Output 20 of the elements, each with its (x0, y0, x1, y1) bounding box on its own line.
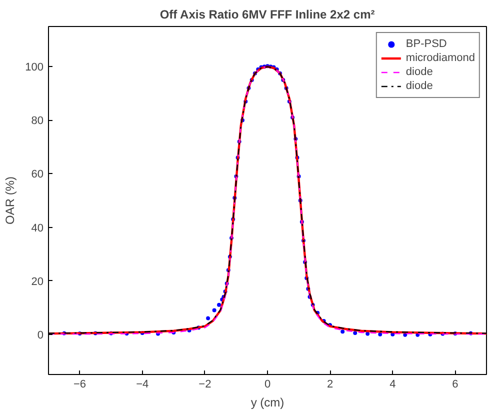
x-tick-label: 2 (327, 378, 334, 390)
legend-label: microdiamond (406, 51, 475, 65)
legend-label: diode (406, 79, 433, 93)
x-tick-label: 6 (452, 378, 458, 390)
legend-label: BP-PSD (406, 37, 447, 51)
x-axis-title: y (cm) (250, 396, 284, 410)
x-tick-label: 4 (390, 378, 396, 390)
legend-label: diode (406, 65, 433, 79)
y-tick-label: 80 (31, 115, 44, 128)
y-axis-title: OAR (%) (3, 176, 18, 224)
y-tick-label: 100 (25, 62, 44, 74)
x-tick-label: −4 (136, 378, 149, 390)
x-tick-label: −2 (198, 378, 212, 390)
x-tick-label: 0 (264, 378, 271, 390)
y-tick-label: 20 (31, 276, 44, 288)
y-tick-label: 60 (31, 168, 44, 181)
chart-title: Off Axis Ratio 6MV FFF Inline 2x2 cm² (160, 8, 375, 22)
y-tick-label: 0 (37, 329, 44, 342)
x-tick-label: −6 (74, 378, 86, 390)
y-tick-label: 40 (31, 222, 44, 234)
